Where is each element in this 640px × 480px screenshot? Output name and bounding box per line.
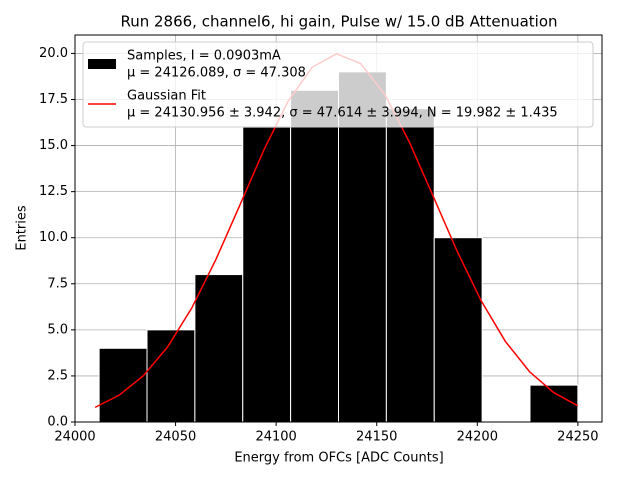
y-axis-label: Entries (15, 205, 30, 251)
y-tick-label: 12.5 (39, 184, 68, 199)
y-tick-label: 7.5 (47, 276, 68, 291)
histogram-bar (242, 126, 292, 423)
x-tick-label: 24250 (557, 430, 598, 445)
y-tick-label: 15.0 (39, 138, 68, 153)
chart-title: Run 2866, channel6, hi gain, Pulse w/ 15… (120, 13, 557, 31)
legend-box (82, 41, 594, 128)
x-tick-label: 24000 (54, 430, 95, 445)
x-tick-label: 24150 (356, 430, 397, 445)
x-tick-label: 24200 (457, 430, 498, 445)
legend-label: Gaussian Fit (127, 89, 206, 104)
legend-detail: μ = 24126.089, σ = 47.308 (127, 66, 306, 81)
y-tick-label: 0.0 (47, 415, 68, 430)
histogram-bar (290, 89, 339, 423)
histogram-bar (529, 384, 579, 423)
y-tick-label: 10.0 (39, 230, 68, 245)
y-tick-label: 20.0 (39, 46, 68, 61)
x-axis-label: Energy from OFCs [ADC Counts] (234, 451, 443, 466)
histogram-bar (146, 329, 196, 423)
y-tick-label: 2.5 (47, 368, 68, 383)
legend-detail: μ = 24130.956 ± 3.942, σ = 47.614 ± 3.99… (127, 106, 558, 121)
histogram-bar (385, 108, 435, 423)
legend-label: Samples, I = 0.0903mA (127, 49, 281, 64)
x-tick-label: 24050 (155, 430, 196, 445)
legend: Samples, I = 0.0903mA μ = 24126.089, σ = … (82, 41, 594, 128)
histogram-bar (194, 274, 244, 423)
legend-swatch (88, 59, 116, 69)
axes-frame (74, 34, 603, 423)
y-tick-label: 17.5 (39, 92, 68, 107)
histogram-bar (433, 237, 483, 423)
x-tick-label: 24100 (255, 430, 296, 445)
histogram-bar (98, 347, 148, 423)
y-tick-label: 5.0 (47, 322, 68, 337)
